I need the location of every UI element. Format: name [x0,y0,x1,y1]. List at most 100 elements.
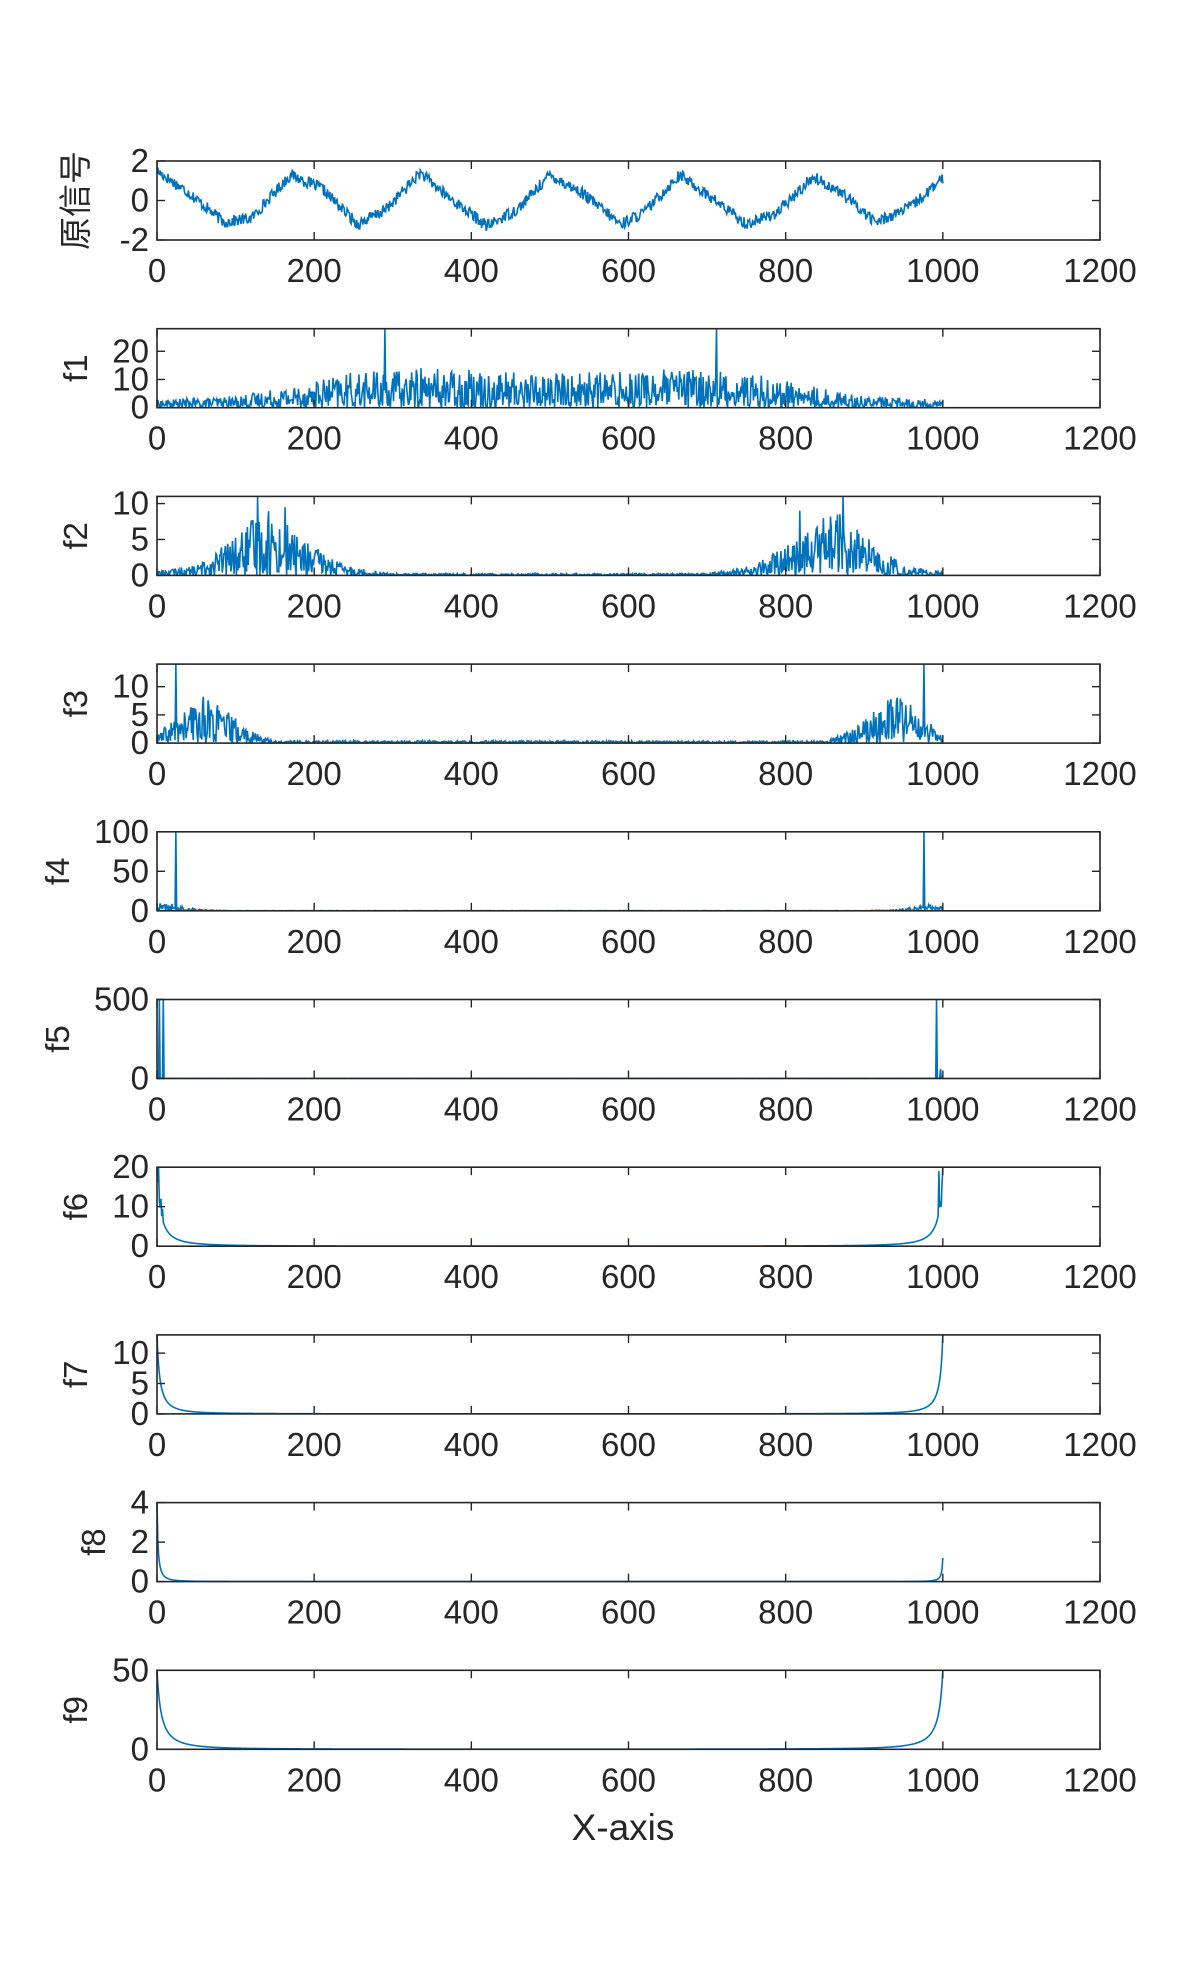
x-tick-label: 0 [148,755,166,792]
x-tick-label: 0 [148,420,166,457]
x-tick-label: 600 [601,252,656,289]
x-tick-label: 600 [601,923,656,960]
y-tick-label: 5 [131,696,149,733]
y-tick-label: 20 [112,332,149,369]
x-tick-label: 1000 [906,755,979,792]
x-tick-label: 400 [444,1426,499,1463]
x-tick-label: 1200 [1063,755,1136,792]
x-tick-label: 200 [287,755,342,792]
y-tick-label: 0 [131,1227,149,1264]
x-tick-label: 400 [444,755,499,792]
y-tick-label: 10 [112,1334,149,1371]
x-tick-label: 200 [287,1761,342,1798]
y-axis-label: f5 [39,1025,76,1053]
x-tick-label: 1000 [906,252,979,289]
x-tick-label: 200 [287,1594,342,1631]
x-tick-label: 200 [287,923,342,960]
x-tick-label: 600 [601,1426,656,1463]
series-line [157,496,944,576]
x-tick-label: 1000 [906,1761,979,1798]
x-tick-label: 600 [601,420,656,457]
y-tick-label: 2 [131,1523,149,1560]
x-tick-label: 1200 [1063,1091,1136,1128]
y-axis-label: f3 [57,690,94,718]
y-tick-label: 0 [131,1563,149,1600]
axes-frame [156,1334,1101,1415]
x-tick-label: 600 [601,1594,656,1631]
x-tick-label: 1200 [1063,1761,1136,1798]
x-tick-label: 400 [444,1258,499,1295]
x-tick-label: 600 [601,1091,656,1128]
x-tick-label: 200 [287,420,342,457]
series-line [157,1167,944,1247]
y-axis-label: f6 [57,1193,94,1221]
x-tick-label: 0 [148,587,166,624]
x-tick-label: 1000 [906,1594,979,1631]
axes-frame [156,830,1101,912]
subplot-10: 0 200 400 600 800 1000 1200 0 50 f9 [57,1651,1137,1798]
y-tick-label: 10 [112,485,149,522]
x-tick-label: 0 [148,1594,166,1631]
y-axis-label: f2 [57,522,94,550]
x-tick-label: 1200 [1063,252,1136,289]
y-tick-label: 0 [131,182,149,219]
x-axis-label: X-axis [572,1807,675,1848]
y-tick-label: 500 [94,981,149,1018]
y-tick-label: 10 [112,668,149,705]
x-tick-label: 0 [148,1091,166,1128]
x-tick-label: 400 [444,1091,499,1128]
x-tick-label: 400 [444,1761,499,1798]
x-tick-label: 0 [148,923,166,960]
x-tick-label: 800 [758,1426,813,1463]
x-tick-label: 1000 [906,587,979,624]
series-line [157,328,944,408]
y-tick-label: 2 [131,142,149,179]
y-tick-label: 5 [131,520,149,557]
x-tick-label: 1000 [906,1258,979,1295]
x-tick-label: 1200 [1063,1426,1136,1463]
y-tick-label: 0 [131,1395,149,1432]
axes-frame [156,1501,1101,1583]
x-tick-label: 1200 [1063,923,1136,960]
y-axis-label: f4 [39,858,76,886]
subplot-6: 0 200 400 600 800 1000 1200 0 500 f5 [39,981,1137,1128]
x-tick-label: 600 [601,1761,656,1798]
y-axis-label: f9 [57,1696,94,1724]
y-tick-label: 100 [94,813,149,850]
axes-frame [156,663,1101,744]
y-tick-label: 0 [131,556,149,593]
x-tick-label: 800 [758,587,813,624]
series-line [157,831,944,911]
axes-frame [156,160,1101,241]
x-tick-label: 0 [148,252,166,289]
y-tick-label: 0 [131,1730,149,1767]
y-axis-label: f1 [57,354,94,382]
axes-frame [156,495,1101,577]
y-tick-label: 10 [112,360,149,397]
x-tick-label: 800 [758,1761,813,1798]
x-tick-label: 800 [758,420,813,457]
x-tick-label: 1200 [1063,587,1136,624]
y-tick-label: -2 [120,221,149,258]
x-tick-label: 600 [601,587,656,624]
x-tick-label: 1000 [906,1091,979,1128]
x-tick-label: 0 [148,1426,166,1463]
series-line [157,167,944,232]
axes-frame [156,1669,1101,1751]
x-tick-label: 400 [444,923,499,960]
series-line [157,664,944,744]
x-tick-label: 200 [287,1426,342,1463]
series-line [157,1670,944,1750]
x-tick-label: 800 [758,252,813,289]
x-tick-label: 800 [758,1258,813,1295]
y-tick-label: 4 [131,1484,149,1521]
x-tick-label: 400 [444,252,499,289]
y-tick-label: 10 [112,1188,149,1225]
